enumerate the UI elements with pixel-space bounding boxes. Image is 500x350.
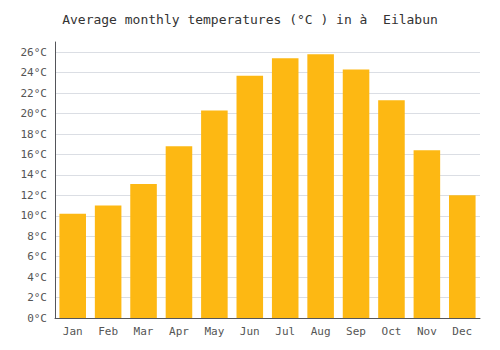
svg-text:Jan: Jan <box>63 325 83 338</box>
svg-text:Average monthly temperatures (: Average monthly temperatures (°C ) in à … <box>62 12 438 27</box>
svg-text:Apr: Apr <box>169 325 189 338</box>
svg-text:14°C: 14°C <box>21 168 48 181</box>
svg-text:Jul: Jul <box>275 325 295 338</box>
svg-text:12°C: 12°C <box>21 189 48 202</box>
svg-text:Jun: Jun <box>240 325 260 338</box>
svg-text:26°C: 26°C <box>21 46 48 59</box>
svg-text:2°C: 2°C <box>27 291 47 304</box>
svg-text:22°C: 22°C <box>21 87 48 100</box>
svg-text:Dec: Dec <box>452 325 472 338</box>
svg-text:Aug: Aug <box>311 325 331 338</box>
svg-text:10°C: 10°C <box>21 209 48 222</box>
svg-text:4°C: 4°C <box>27 271 47 284</box>
svg-text:16°C: 16°C <box>21 148 48 161</box>
svg-text:24°C: 24°C <box>21 66 48 79</box>
svg-text:0°C: 0°C <box>27 312 47 325</box>
svg-text:Oct: Oct <box>382 325 402 338</box>
svg-text:18°C: 18°C <box>21 128 48 141</box>
svg-text:20°C: 20°C <box>21 107 48 120</box>
svg-text:Sep: Sep <box>346 325 366 338</box>
svg-text:8°C: 8°C <box>27 230 47 243</box>
svg-text:6°C: 6°C <box>27 250 47 263</box>
svg-text:Nov: Nov <box>417 325 437 338</box>
svg-text:Mar: Mar <box>134 325 154 338</box>
svg-text:Feb: Feb <box>98 325 118 338</box>
svg-text:May: May <box>204 325 224 338</box>
